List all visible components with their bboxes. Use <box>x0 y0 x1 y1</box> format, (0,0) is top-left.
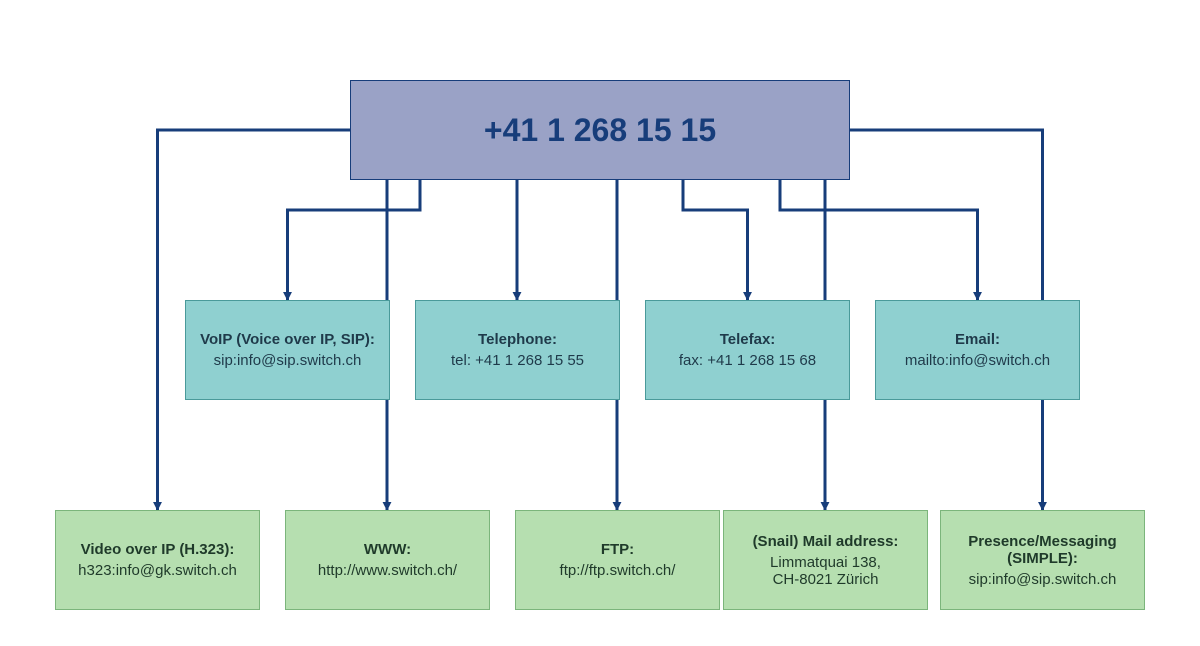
node-title: Video over IP (H.323): <box>81 541 235 558</box>
node-title: Email: <box>955 331 1000 348</box>
node-value: mailto:info@switch.ch <box>905 352 1050 369</box>
node-ftp: FTP: ftp://ftp.switch.ch/ <box>515 510 720 610</box>
node-value: sip:info@sip.switch.ch <box>969 571 1117 588</box>
node-value-2: CH-8021 Zürich <box>773 571 879 588</box>
node-value: h323:info@gk.switch.ch <box>78 562 237 579</box>
node-value: sip:info@sip.switch.ch <box>214 352 362 369</box>
node-value: fax: +41 1 268 15 68 <box>679 352 816 369</box>
connector <box>683 180 748 300</box>
node-pres: Presence/Messaging(SIMPLE): sip:info@sip.… <box>940 510 1145 610</box>
node-title: Presence/Messaging <box>968 533 1116 550</box>
node-title: (Snail) Mail address: <box>753 533 899 550</box>
node-title: VoIP (Voice over IP, SIP): <box>200 331 375 348</box>
node-title: Telefax: <box>720 331 776 348</box>
node-snail: (Snail) Mail address: Limmatquai 138,CH-8… <box>723 510 928 610</box>
node-tel: Telephone: tel: +41 1 268 15 55 <box>415 300 620 400</box>
node-value: ftp://ftp.switch.ch/ <box>560 562 676 579</box>
node-title: WWW: <box>364 541 411 558</box>
node-mail: Email: mailto:info@switch.ch <box>875 300 1080 400</box>
node-value: Limmatquai 138, <box>770 554 881 571</box>
root-label: +41 1 268 15 15 <box>484 112 716 149</box>
node-value: tel: +41 1 268 15 55 <box>451 352 584 369</box>
node-www: WWW: http://www.switch.ch/ <box>285 510 490 610</box>
node-h323: Video over IP (H.323): h323:info@gk.switc… <box>55 510 260 610</box>
node-title-2: (SIMPLE): <box>1007 550 1078 567</box>
node-root: +41 1 268 15 15 <box>350 80 850 180</box>
node-title: Telephone: <box>478 331 557 348</box>
node-fax: Telefax: fax: +41 1 268 15 68 <box>645 300 850 400</box>
node-title: FTP: <box>601 541 634 558</box>
connector <box>288 180 421 300</box>
node-value: http://www.switch.ch/ <box>318 562 457 579</box>
connector <box>780 180 978 300</box>
node-voip: VoIP (Voice over IP, SIP): sip:info@sip.s… <box>185 300 390 400</box>
